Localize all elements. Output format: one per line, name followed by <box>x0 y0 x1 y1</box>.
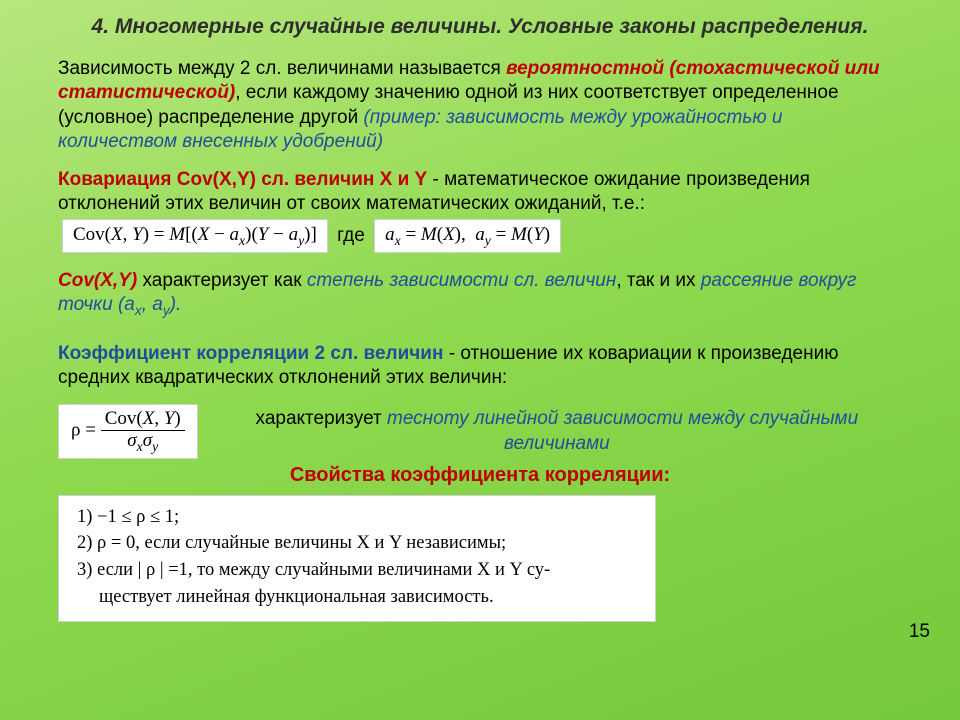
blue-text: степень зависимости сл. величин <box>307 270 617 291</box>
text: характеризует как <box>137 270 307 291</box>
properties-box: 1) −1 ≤ ρ ≤ 1; 2) ρ = 0, если случайные … <box>58 495 656 622</box>
term-cov2: Cov(X,Y) <box>58 270 137 291</box>
paragraph-cov-meaning: Cov(X,Y) характеризует как степень завис… <box>58 269 902 320</box>
term-corr: Коэффициент корреляции 2 сл. величин <box>58 343 443 364</box>
prop-line-2: 2) ρ = 0, если случайные величины X и Y … <box>77 530 637 557</box>
prop-line-1: 1) −1 ≤ ρ ≤ 1; <box>77 504 637 531</box>
page-number: 15 <box>909 620 930 644</box>
slide-title: 4. Многомерные случайные величины. Услов… <box>58 14 902 41</box>
paragraph-correlation: Коэффициент корреляции 2 сл. величин - о… <box>58 342 902 391</box>
properties-title: Свойства коэффициента корреляции: <box>58 463 902 489</box>
formula-cov-def: Cov(X, Y) = M[(X − ax)(Y − ay)] <box>62 219 328 253</box>
paragraph-covariance: Ковариация Cov(X,Y) сл. величин X и Y - … <box>58 168 902 255</box>
formula-ax-ay: ax = M(X), ay = M(Y) <box>374 219 561 253</box>
text: характеризует <box>256 408 387 429</box>
row-rho-formula: ρ = Cov(X, Y)σxσy характеризует тесноту … <box>58 404 902 459</box>
text: Зависимость между 2 сл. величинами назыв… <box>58 58 506 79</box>
text-where: где <box>337 225 370 246</box>
text: , так и их <box>616 270 701 291</box>
slide: 4. Многомерные случайные величины. Услов… <box>0 0 960 720</box>
formula-rho: ρ = Cov(X, Y)σxσy <box>58 404 198 459</box>
rho-meaning: характеризует тесноту линейной зависимос… <box>212 407 902 456</box>
prop-line-3b: ществует линейная функциональная зависим… <box>77 584 637 611</box>
paragraph-dependency: Зависимость между 2 сл. величинами назыв… <box>58 57 902 154</box>
term-cov: Ковариация Cov(X,Y) сл. величин X и Y <box>58 169 427 190</box>
prop-line-3a: 3) если | ρ | =1, то между случайными ве… <box>77 557 637 584</box>
blue-text: тесноту линейной зависимости между случа… <box>387 408 858 453</box>
